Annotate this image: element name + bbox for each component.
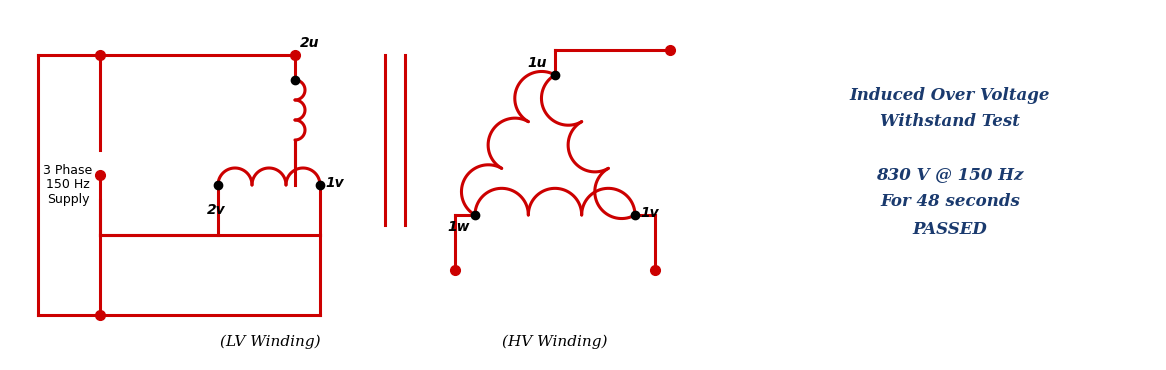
Text: For 48 seconds: For 48 seconds (880, 194, 1020, 211)
Text: 1v: 1v (640, 206, 659, 220)
Text: (HV Winding): (HV Winding) (503, 335, 607, 349)
Text: 2v: 2v (206, 203, 225, 217)
Text: 830 V @ 150 Hz: 830 V @ 150 Hz (877, 166, 1024, 184)
Text: 3 Phase
150 Hz
Supply: 3 Phase 150 Hz Supply (43, 164, 92, 206)
Text: Induced Over Voltage: Induced Over Voltage (850, 87, 1051, 104)
Text: Withstand Test: Withstand Test (880, 114, 1020, 131)
Text: (LV Winding): (LV Winding) (219, 335, 321, 349)
Text: 1v: 1v (325, 176, 344, 190)
Text: 1w: 1w (448, 220, 470, 234)
Text: 2u: 2u (300, 36, 319, 50)
Text: PASSED: PASSED (913, 222, 988, 239)
Text: 1u: 1u (527, 56, 547, 70)
